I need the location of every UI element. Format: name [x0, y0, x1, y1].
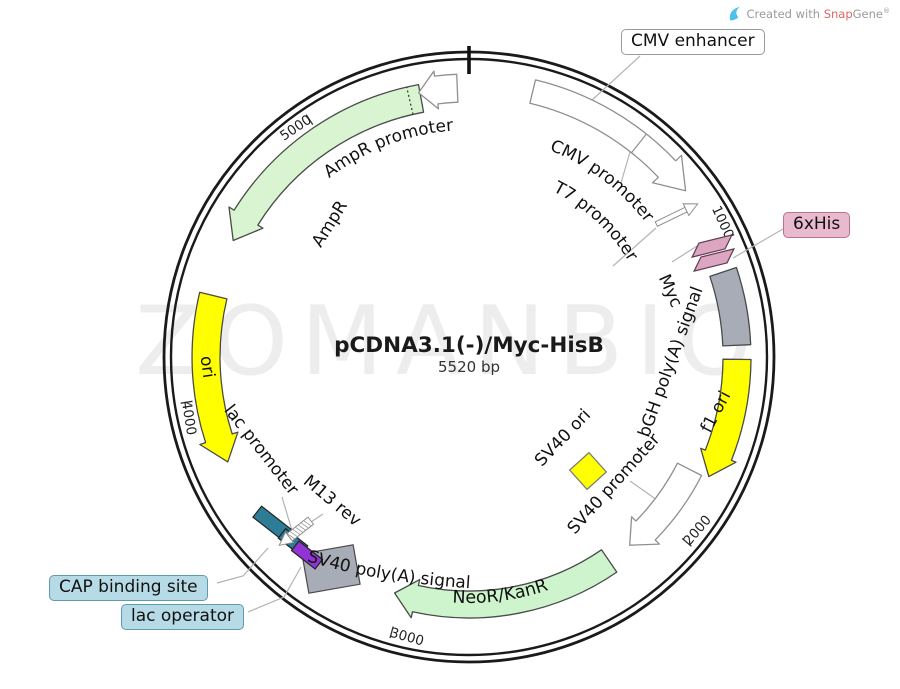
cmv-divider — [631, 133, 647, 154]
neor-kanr-arrow — [393, 549, 618, 619]
snapgene-logo-icon — [730, 6, 741, 21]
callout-cmv-enhancer: CMV enhancer — [621, 29, 765, 56]
t7-promoter-thin-arrow — [654, 203, 699, 227]
ampr-label: AmpR — [308, 197, 352, 251]
plasmid-title: pCDNA3.1(-)/Myc-HisB — [334, 333, 604, 358]
ori-label: ori — [196, 355, 219, 380]
credit-brand-snap: Snap — [823, 6, 853, 21]
callout-lac-operator: lac operator — [121, 604, 245, 631]
tick-label-4000: 4000 — [178, 400, 199, 436]
m13-rev-thin-arrow — [278, 516, 315, 547]
sv40-ori-diamond — [568, 451, 608, 491]
tick-mark-5000 — [305, 114, 314, 125]
sv40-promoter-leader — [629, 480, 658, 501]
snapgene-credit: Created with SnapGene® — [728, 6, 890, 21]
his6-leader — [732, 228, 784, 259]
cmv-enhancer-promoter-arrow — [529, 79, 687, 192]
tick-mark-2000 — [681, 538, 692, 547]
callout-6xhis: 6xHis — [783, 212, 851, 239]
plasmid-size: 5520 bp — [438, 358, 500, 376]
sv40-promoter-arrow — [629, 462, 703, 546]
cap-binding-site-leader — [216, 547, 269, 584]
ampr-divider-dotted — [406, 86, 414, 115]
t7-promoter-leader — [612, 227, 657, 267]
tick-mark-4000 — [180, 400, 193, 404]
ampr-arrow — [228, 83, 425, 242]
callout-cap-binding-site: CAP binding site — [49, 575, 208, 602]
registered-mark: ® — [883, 6, 890, 15]
ori-arrow — [191, 291, 239, 463]
lac-operator-box — [290, 540, 324, 570]
lac-operator-leader — [247, 566, 302, 613]
tick-mark-3000 — [389, 626, 394, 639]
his6-tag-marker — [693, 247, 735, 273]
cmv-enhancer-leader — [590, 55, 641, 102]
tick-label-1000: 1000 — [708, 203, 737, 241]
myc-leader — [671, 245, 698, 263]
credit-text: Created with SnapGene® — [746, 6, 890, 21]
myc-tag-marker — [691, 233, 733, 259]
bgh-polya-band — [709, 266, 752, 347]
watermark-text: ZOMANBIO — [135, 287, 765, 397]
f1-ori-arrow — [700, 358, 752, 478]
credit-brand-gene: Gene — [852, 6, 883, 21]
ampr-promoter-arrow — [417, 70, 459, 110]
lac-promoter-leader — [281, 496, 294, 535]
